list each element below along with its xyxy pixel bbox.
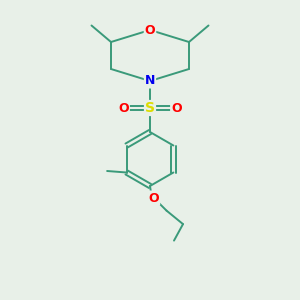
Text: N: N — [145, 74, 155, 88]
Text: S: S — [145, 101, 155, 115]
Text: O: O — [171, 101, 182, 115]
Text: O: O — [145, 23, 155, 37]
Text: O: O — [118, 101, 129, 115]
Text: O: O — [148, 191, 159, 205]
